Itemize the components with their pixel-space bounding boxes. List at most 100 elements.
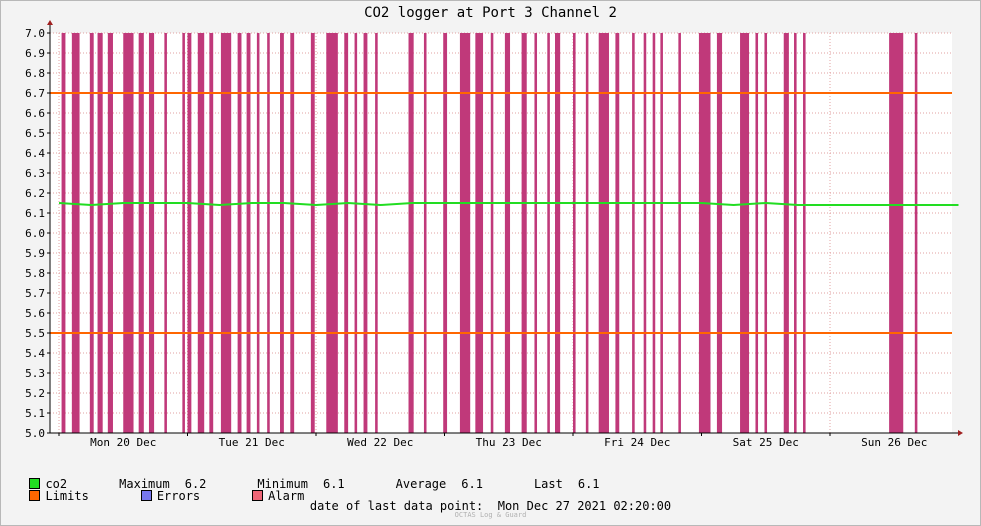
y-tick-label: 5.5 — [25, 327, 45, 340]
alarm-bar — [598, 33, 609, 433]
software-credit: OCTAS Log & Guard — [454, 511, 527, 519]
y-tick-label: 7.0 — [25, 27, 45, 40]
alarm-bar — [643, 33, 647, 433]
y-tick-label: 5.9 — [25, 247, 45, 260]
alarm-bar — [716, 33, 723, 433]
legend-avg-value: 6.1 — [461, 477, 483, 491]
alarm-bar — [423, 33, 427, 433]
alarm-bar — [123, 33, 134, 433]
alarm-bar — [148, 33, 155, 433]
last-data-point-value: Mon Dec 27 2021 02:20:00 — [497, 499, 672, 513]
y-tick-label: 6.7 — [25, 87, 45, 100]
alarm-bar — [573, 33, 576, 433]
legend-min-value: 6.1 — [322, 477, 345, 491]
alarm-bar — [61, 33, 66, 433]
alarm-bar — [310, 33, 315, 433]
y-tick-label: 6.8 — [25, 67, 45, 80]
legend-row-status: Limits Errors Alarm — [15, 475, 304, 503]
x-tick-label: Wed 22 Dec — [347, 436, 413, 449]
y-tick-label: 5.1 — [25, 407, 45, 420]
x-tick-labels: Mon 20 Dec Tue 21 Dec Wed 22 Dec Thu 23 Dec… — [58, 433, 927, 449]
y-tick-label: 6.4 — [25, 147, 45, 160]
alarm-bar — [71, 33, 80, 433]
y-tick-label: 5.4 — [25, 347, 45, 360]
alarm-bar — [443, 33, 448, 433]
y-tick-label: 5.7 — [25, 287, 45, 300]
alarm-bar — [256, 33, 260, 433]
x-tick-label: Sun 26 Dec — [861, 436, 927, 449]
alarm-bar — [678, 33, 681, 433]
chart-title: CO2 logger at Port 3 Channel 2 — [364, 5, 617, 21]
y-tick-label: 5.3 — [25, 367, 45, 380]
co2-swatch — [29, 478, 41, 489]
alarm-bar — [547, 33, 550, 433]
errors-swatch — [140, 490, 152, 501]
y-tick-label: 6.0 — [25, 227, 45, 240]
legend-max-label: Maximum — [119, 477, 170, 491]
legend-alarm-label: Alarm — [268, 489, 305, 503]
y-tick-label: 5.8 — [25, 267, 45, 280]
x-tick-label: Mon 20 Dec — [90, 436, 156, 449]
legend-row-co2: co2 Maximum 6.2 Minimum 6.1 Average 6.1 Last 6.1 — [15, 463, 600, 491]
alarm-bar — [490, 33, 494, 433]
legend-last-value: 6.1 — [577, 477, 600, 491]
last-data-point: date of last data point: Mon Dec 27 2021… — [0, 499, 981, 513]
legend-min-label: Minimum — [257, 477, 308, 491]
y-tick-label: 6.6 — [25, 107, 45, 120]
y-axis-arrow — [47, 20, 53, 25]
alarm-bar — [534, 33, 538, 433]
alarm-bar — [363, 33, 368, 433]
alarm-bar — [344, 33, 349, 433]
y-tick-label: 6.2 — [25, 187, 45, 200]
alarm-bar — [914, 33, 918, 433]
alarm-bar — [197, 33, 205, 433]
alarm-bar — [107, 33, 113, 433]
alarm-bar — [290, 33, 295, 433]
y-tick-label: 6.1 — [25, 207, 45, 220]
alarm-bar — [280, 33, 284, 433]
alarm-bar — [794, 33, 797, 433]
alarm-bar — [89, 33, 94, 433]
alarm-bar — [164, 33, 167, 433]
y-tick-label: 6.3 — [25, 167, 45, 180]
alarm-bar — [755, 33, 759, 433]
y-tick-label: 6.5 — [25, 127, 45, 140]
alarm-bar — [182, 33, 185, 433]
alarm-bar — [698, 33, 711, 433]
alarm-bar — [246, 33, 251, 433]
x-tick-label: Tue 21 Dec — [219, 436, 285, 449]
y-tick-label: 5.6 — [25, 307, 45, 320]
alarm-bar — [459, 33, 471, 433]
x-tick-label: Sat 25 Dec — [733, 436, 799, 449]
alarm-bar — [209, 33, 214, 433]
alarm-bar — [652, 33, 656, 433]
x-tick-label: Fri 24 Dec — [604, 436, 670, 449]
alarm-bar — [220, 33, 232, 433]
legend-avg-label: Average — [395, 477, 447, 491]
y-tick-label: 5.0 — [25, 427, 45, 440]
legend-last-label: Last — [533, 477, 563, 491]
limits-swatch — [29, 490, 41, 501]
alarm-bar — [354, 33, 358, 433]
alarm-bar — [504, 33, 511, 433]
alarm-bar — [326, 33, 338, 433]
alarm-bar — [408, 33, 414, 433]
alarm-bar — [138, 33, 144, 433]
alarm-bar — [632, 33, 635, 433]
y-tick-label: 5.2 — [25, 387, 45, 400]
co2-series-line — [58, 201, 959, 207]
legend-co2-label: co2 — [45, 477, 68, 491]
alarm-bar — [187, 33, 192, 433]
x-tick-label: Thu 23 Dec — [476, 436, 542, 449]
y-tick-labels: 5.0 5.1 5.2 5.3 5.4 5.5 5.6 5.7 5.8 5.9 6.0 6.1 6.2 6… — [25, 27, 50, 440]
alarm-bar — [521, 33, 527, 433]
alarm-bar — [375, 33, 378, 433]
y-tick-label: 6.9 — [25, 47, 45, 60]
x-axis-arrow — [958, 430, 963, 436]
alarm-bar — [267, 33, 270, 433]
alarm-bar — [555, 33, 561, 433]
legend-max-value: 6.2 — [184, 477, 207, 491]
alarm-bar — [660, 33, 663, 433]
alarm-bar — [475, 33, 484, 433]
